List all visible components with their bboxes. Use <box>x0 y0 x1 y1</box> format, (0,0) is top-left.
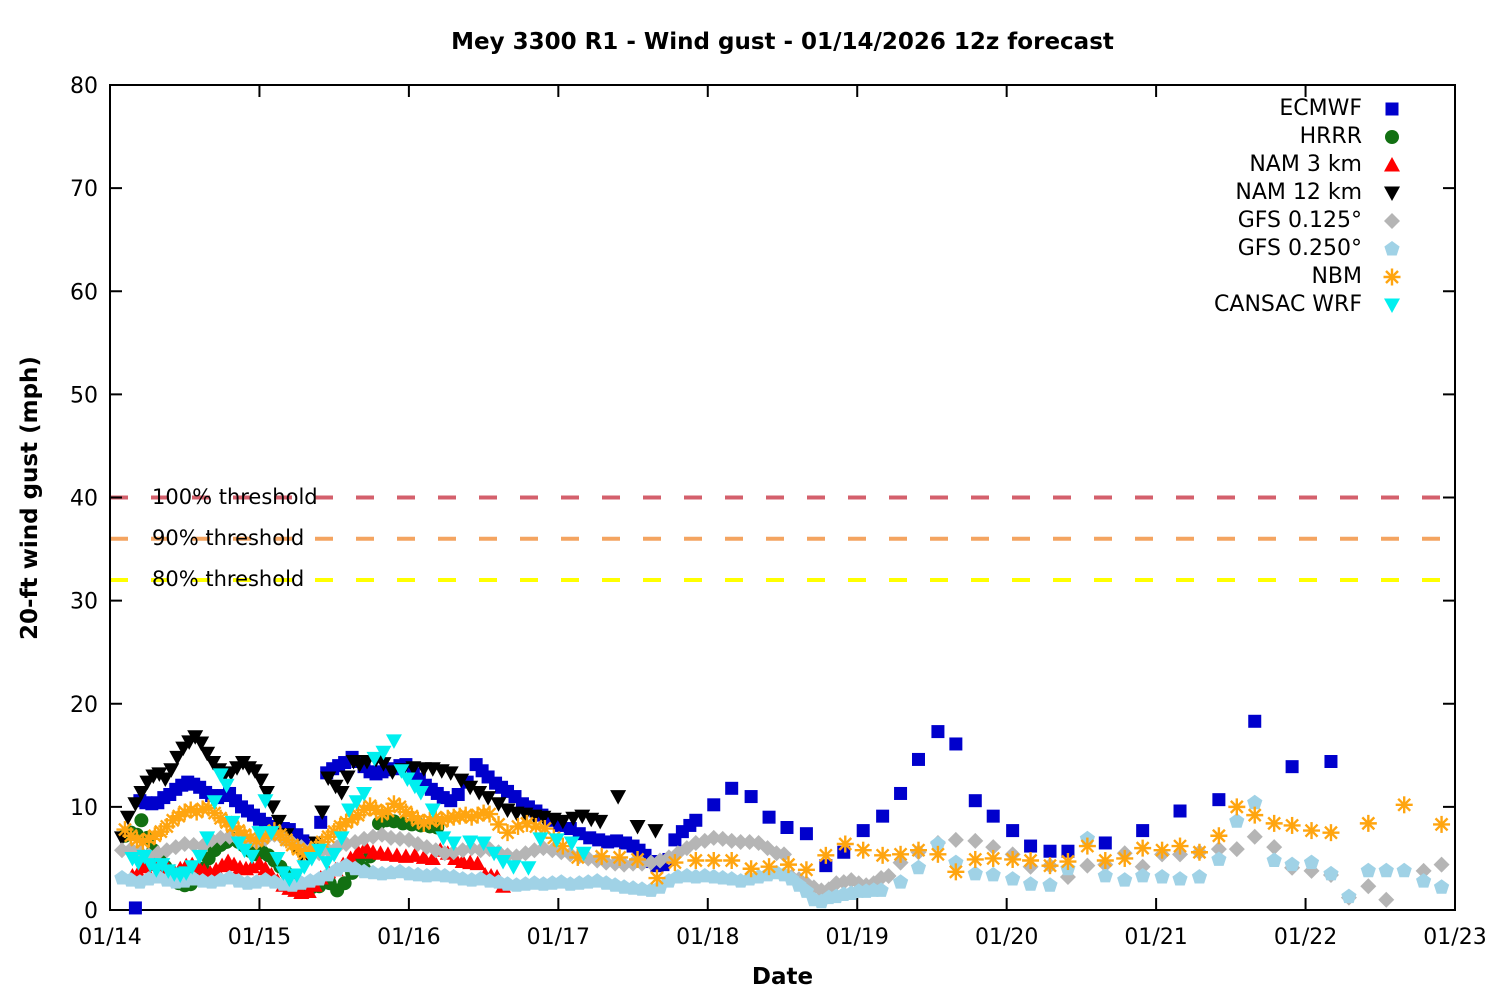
svg-text:01/20: 01/20 <box>975 925 1038 950</box>
legend-label: NBM <box>1311 264 1362 289</box>
legend-item-nbm: NBM <box>1214 263 1412 291</box>
svg-text:01/23: 01/23 <box>1423 925 1486 950</box>
svg-text:70: 70 <box>70 177 98 202</box>
legend-item-cansac-wrf: CANSAC WRF <box>1214 291 1412 319</box>
triangle-down-marker-icon <box>1372 292 1412 318</box>
svg-text:10: 10 <box>70 796 98 821</box>
svg-text:30: 30 <box>70 590 98 615</box>
threshold-lines <box>110 495 1455 582</box>
chart-title: Mey 3300 R1 - Wind gust - 01/14/2026 12z… <box>451 29 1114 55</box>
svg-text:01/22: 01/22 <box>1274 925 1337 950</box>
svg-text:50: 50 <box>70 383 98 408</box>
threshold-label-80: 80% threshold <box>152 567 304 591</box>
threshold-label-90: 90% threshold <box>152 526 304 550</box>
legend-label: GFS 0.250° <box>1237 236 1362 261</box>
series-nbm <box>116 795 1451 887</box>
svg-text:40: 40 <box>70 487 98 512</box>
pentagon-marker-icon <box>1372 236 1412 262</box>
svg-text:01/18: 01/18 <box>676 925 739 950</box>
legend-label: GFS 0.125° <box>1237 208 1362 233</box>
square-marker-icon <box>1372 96 1412 122</box>
svg-text:01/17: 01/17 <box>527 925 590 950</box>
data-series-markers <box>113 714 1451 915</box>
legend-item-nam12km: NAM 12 km <box>1214 179 1412 207</box>
legend-item-gfs0125: GFS 0.125° <box>1214 207 1412 235</box>
legend-label: HRRR <box>1299 124 1362 149</box>
svg-text:01/14: 01/14 <box>78 925 141 950</box>
legend-label: NAM 3 km <box>1249 152 1362 177</box>
legend-item-nam3km: NAM 3 km <box>1214 151 1412 179</box>
legend-label: ECMWF <box>1279 96 1362 121</box>
svg-text:01/21: 01/21 <box>1124 925 1187 950</box>
threshold-labels: 100% threshold 90% threshold 80% thresho… <box>152 485 318 591</box>
triangle-up-marker-icon <box>1372 152 1412 178</box>
legend-label: NAM 12 km <box>1235 180 1362 205</box>
triangle-down-marker-icon <box>1372 180 1412 206</box>
legend-item-hrrr: HRRR <box>1214 123 1412 151</box>
legend-item-gfs0250: GFS 0.250° <box>1214 235 1412 263</box>
asterisk-marker-icon <box>1372 264 1412 290</box>
axes-and-ticks: 01/14 01/15 01/16 01/17 01/18 01/19 01/20 01/21… <box>70 74 1487 950</box>
legend-label: CANSAC WRF <box>1214 292 1362 317</box>
legend-item-ecmwf: ECMWF <box>1214 95 1412 123</box>
series-cansac-wrf <box>124 734 592 888</box>
svg-text:01/19: 01/19 <box>826 925 889 950</box>
svg-text:0: 0 <box>84 899 98 924</box>
svg-text:80: 80 <box>70 74 98 99</box>
svg-text:01/15: 01/15 <box>228 925 291 950</box>
svg-text:20: 20 <box>70 693 98 718</box>
threshold-label-100: 100% threshold <box>152 485 318 509</box>
x-axis-title: Date <box>751 964 814 990</box>
diamond-marker-icon <box>1372 208 1412 234</box>
svg-text:01/16: 01/16 <box>377 925 440 950</box>
svg-text:60: 60 <box>70 280 98 305</box>
circle-marker-icon <box>1372 124 1412 150</box>
legend: ECMWF HRRR NAM 3 km NAM 12 km GFS 0.125°… <box>1214 95 1412 319</box>
y-axis-title: 20-ft wind gust (mph) <box>17 356 43 640</box>
